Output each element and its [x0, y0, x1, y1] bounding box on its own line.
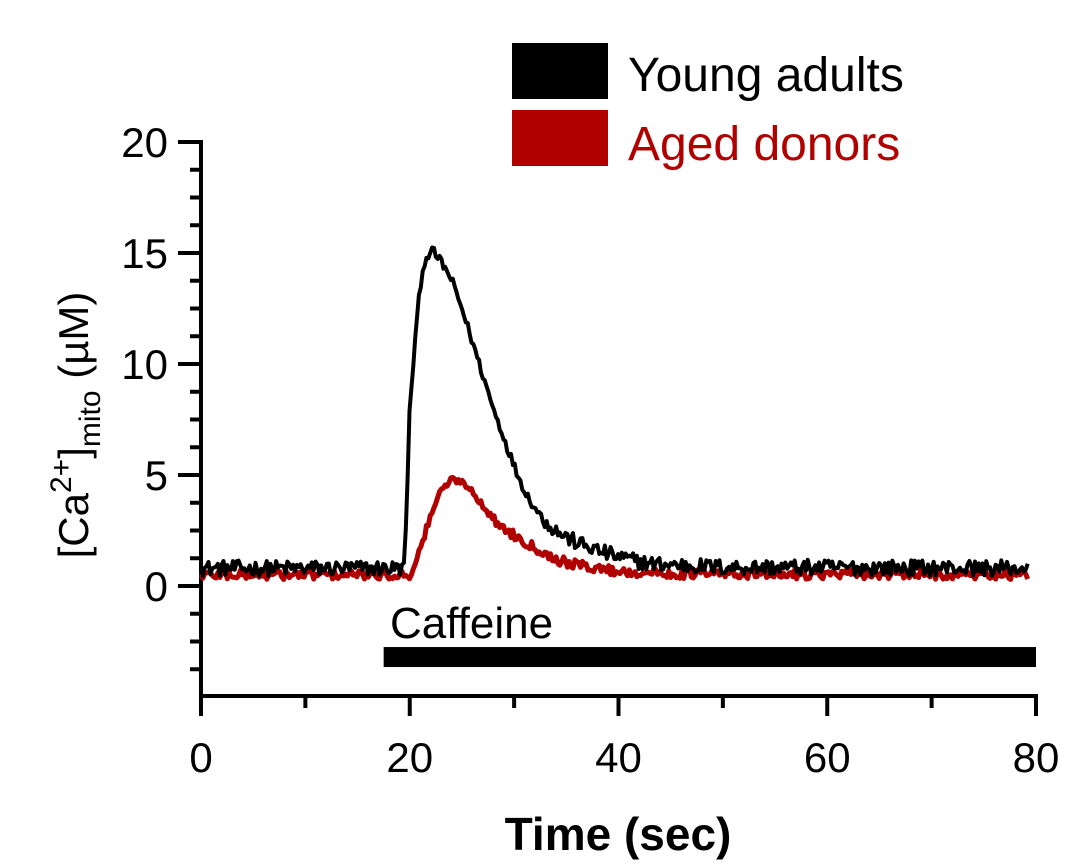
y-tick-label: 0	[145, 563, 168, 610]
y-axis-title-subscript: mito	[74, 390, 107, 447]
x-tick-label: 0	[189, 734, 212, 781]
y-tick-label: 10	[121, 341, 168, 388]
caffeine-bar	[383, 647, 1036, 668]
series-line-young-adults	[200, 245, 1030, 578]
caffeine-annotation: Caffeine	[383, 599, 1036, 668]
y-axis: 0 5 10 15 20	[121, 119, 203, 696]
caffeine-label: Caffeine	[390, 599, 553, 648]
y-axis-title: [Ca2+]mito (µM)	[45, 292, 107, 559]
x-axis-title: Time (sec)	[505, 808, 732, 860]
x-tick-label: 80	[1013, 734, 1060, 781]
legend-swatch-young-adults	[512, 43, 608, 99]
y-axis-title-bracket-close: ]	[50, 447, 97, 459]
legend-label-young-adults: Young adults	[628, 49, 904, 102]
legend: Young adults Aged donors	[512, 43, 904, 171]
x-tick-label: 40	[595, 734, 642, 781]
legend-label-aged-donors: Aged donors	[628, 118, 900, 171]
legend-swatch-aged-donors	[512, 110, 608, 166]
y-tick-label: 15	[121, 230, 168, 277]
x-tick-label: 20	[386, 734, 433, 781]
y-axis-title-units: (µM)	[50, 292, 97, 391]
y-tick-label: 20	[121, 119, 168, 166]
y-axis-title-bracket-open: [Ca	[50, 492, 97, 558]
y-axis-title-superscript: 2+	[45, 459, 78, 493]
x-tick-label: 60	[804, 734, 851, 781]
x-axis: 0 20 40 60 80	[189, 694, 1060, 781]
y-tick-label: 5	[145, 452, 168, 499]
plot-area	[198, 245, 1031, 582]
